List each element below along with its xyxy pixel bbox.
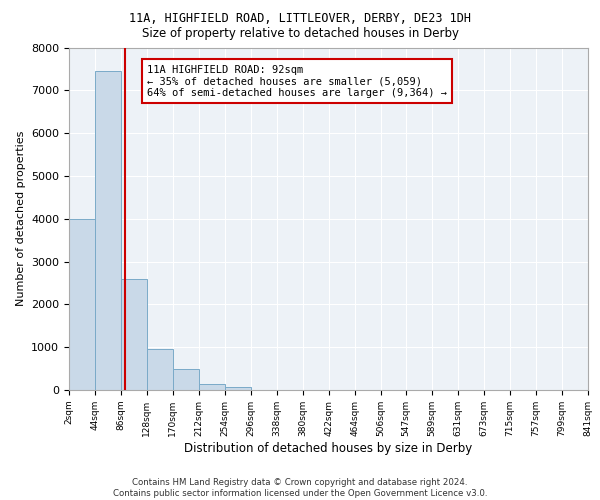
Text: Contains HM Land Registry data © Crown copyright and database right 2024.
Contai: Contains HM Land Registry data © Crown c… bbox=[113, 478, 487, 498]
Bar bbox=[121, 278, 147, 390]
Text: Size of property relative to detached houses in Derby: Size of property relative to detached ho… bbox=[142, 28, 458, 40]
Bar bbox=[147, 350, 173, 390]
Text: 11A HIGHFIELD ROAD: 92sqm
← 35% of detached houses are smaller (5,059)
64% of se: 11A HIGHFIELD ROAD: 92sqm ← 35% of detac… bbox=[147, 64, 447, 98]
Bar bbox=[69, 219, 95, 390]
Text: 11A, HIGHFIELD ROAD, LITTLEOVER, DERBY, DE23 1DH: 11A, HIGHFIELD ROAD, LITTLEOVER, DERBY, … bbox=[129, 12, 471, 26]
Bar bbox=[225, 388, 251, 390]
X-axis label: Distribution of detached houses by size in Derby: Distribution of detached houses by size … bbox=[184, 442, 473, 454]
Y-axis label: Number of detached properties: Number of detached properties bbox=[16, 131, 26, 306]
Bar bbox=[95, 71, 121, 390]
Bar bbox=[173, 368, 199, 390]
Bar bbox=[199, 384, 225, 390]
